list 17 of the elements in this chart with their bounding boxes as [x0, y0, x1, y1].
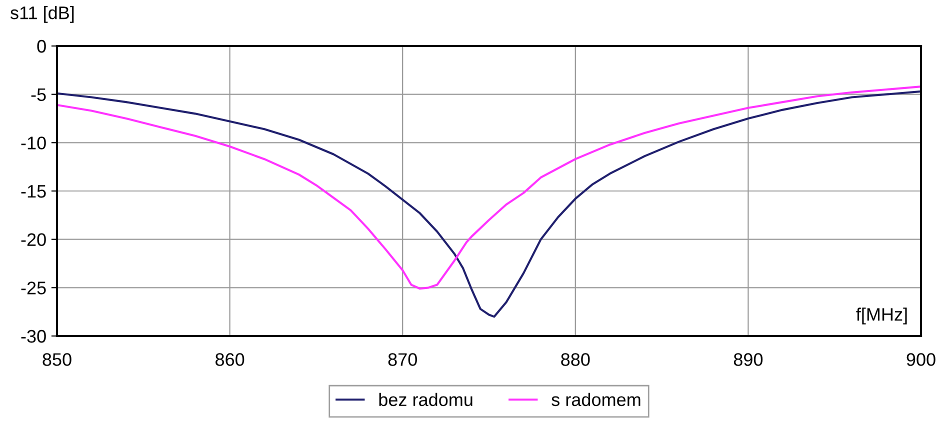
y-tick-label: -20 — [21, 233, 46, 246]
legend-label: s radomem — [552, 392, 640, 406]
y-tick-label: 0 — [37, 40, 46, 53]
y-tick-label: -5 — [31, 88, 46, 102]
y-axis-title: s11 [dB] — [10, 6, 74, 23]
x-axis-title: f[MHz] — [856, 308, 907, 324]
y-tick-label: -10 — [21, 136, 46, 150]
legend-label: bez radomu — [379, 392, 472, 406]
y-tick-label: -15 — [21, 185, 46, 198]
x-tick-label: 900 — [906, 353, 936, 366]
x-tick-label: 850 — [42, 353, 72, 366]
x-tick-label: 870 — [388, 353, 417, 366]
x-tick-label: 880 — [561, 353, 590, 366]
y-tick-label: -30 — [21, 330, 46, 343]
y-tick-label: -25 — [21, 282, 46, 294]
x-tick-label: 890 — [734, 353, 763, 366]
x-tick-label: 860 — [216, 353, 244, 366]
